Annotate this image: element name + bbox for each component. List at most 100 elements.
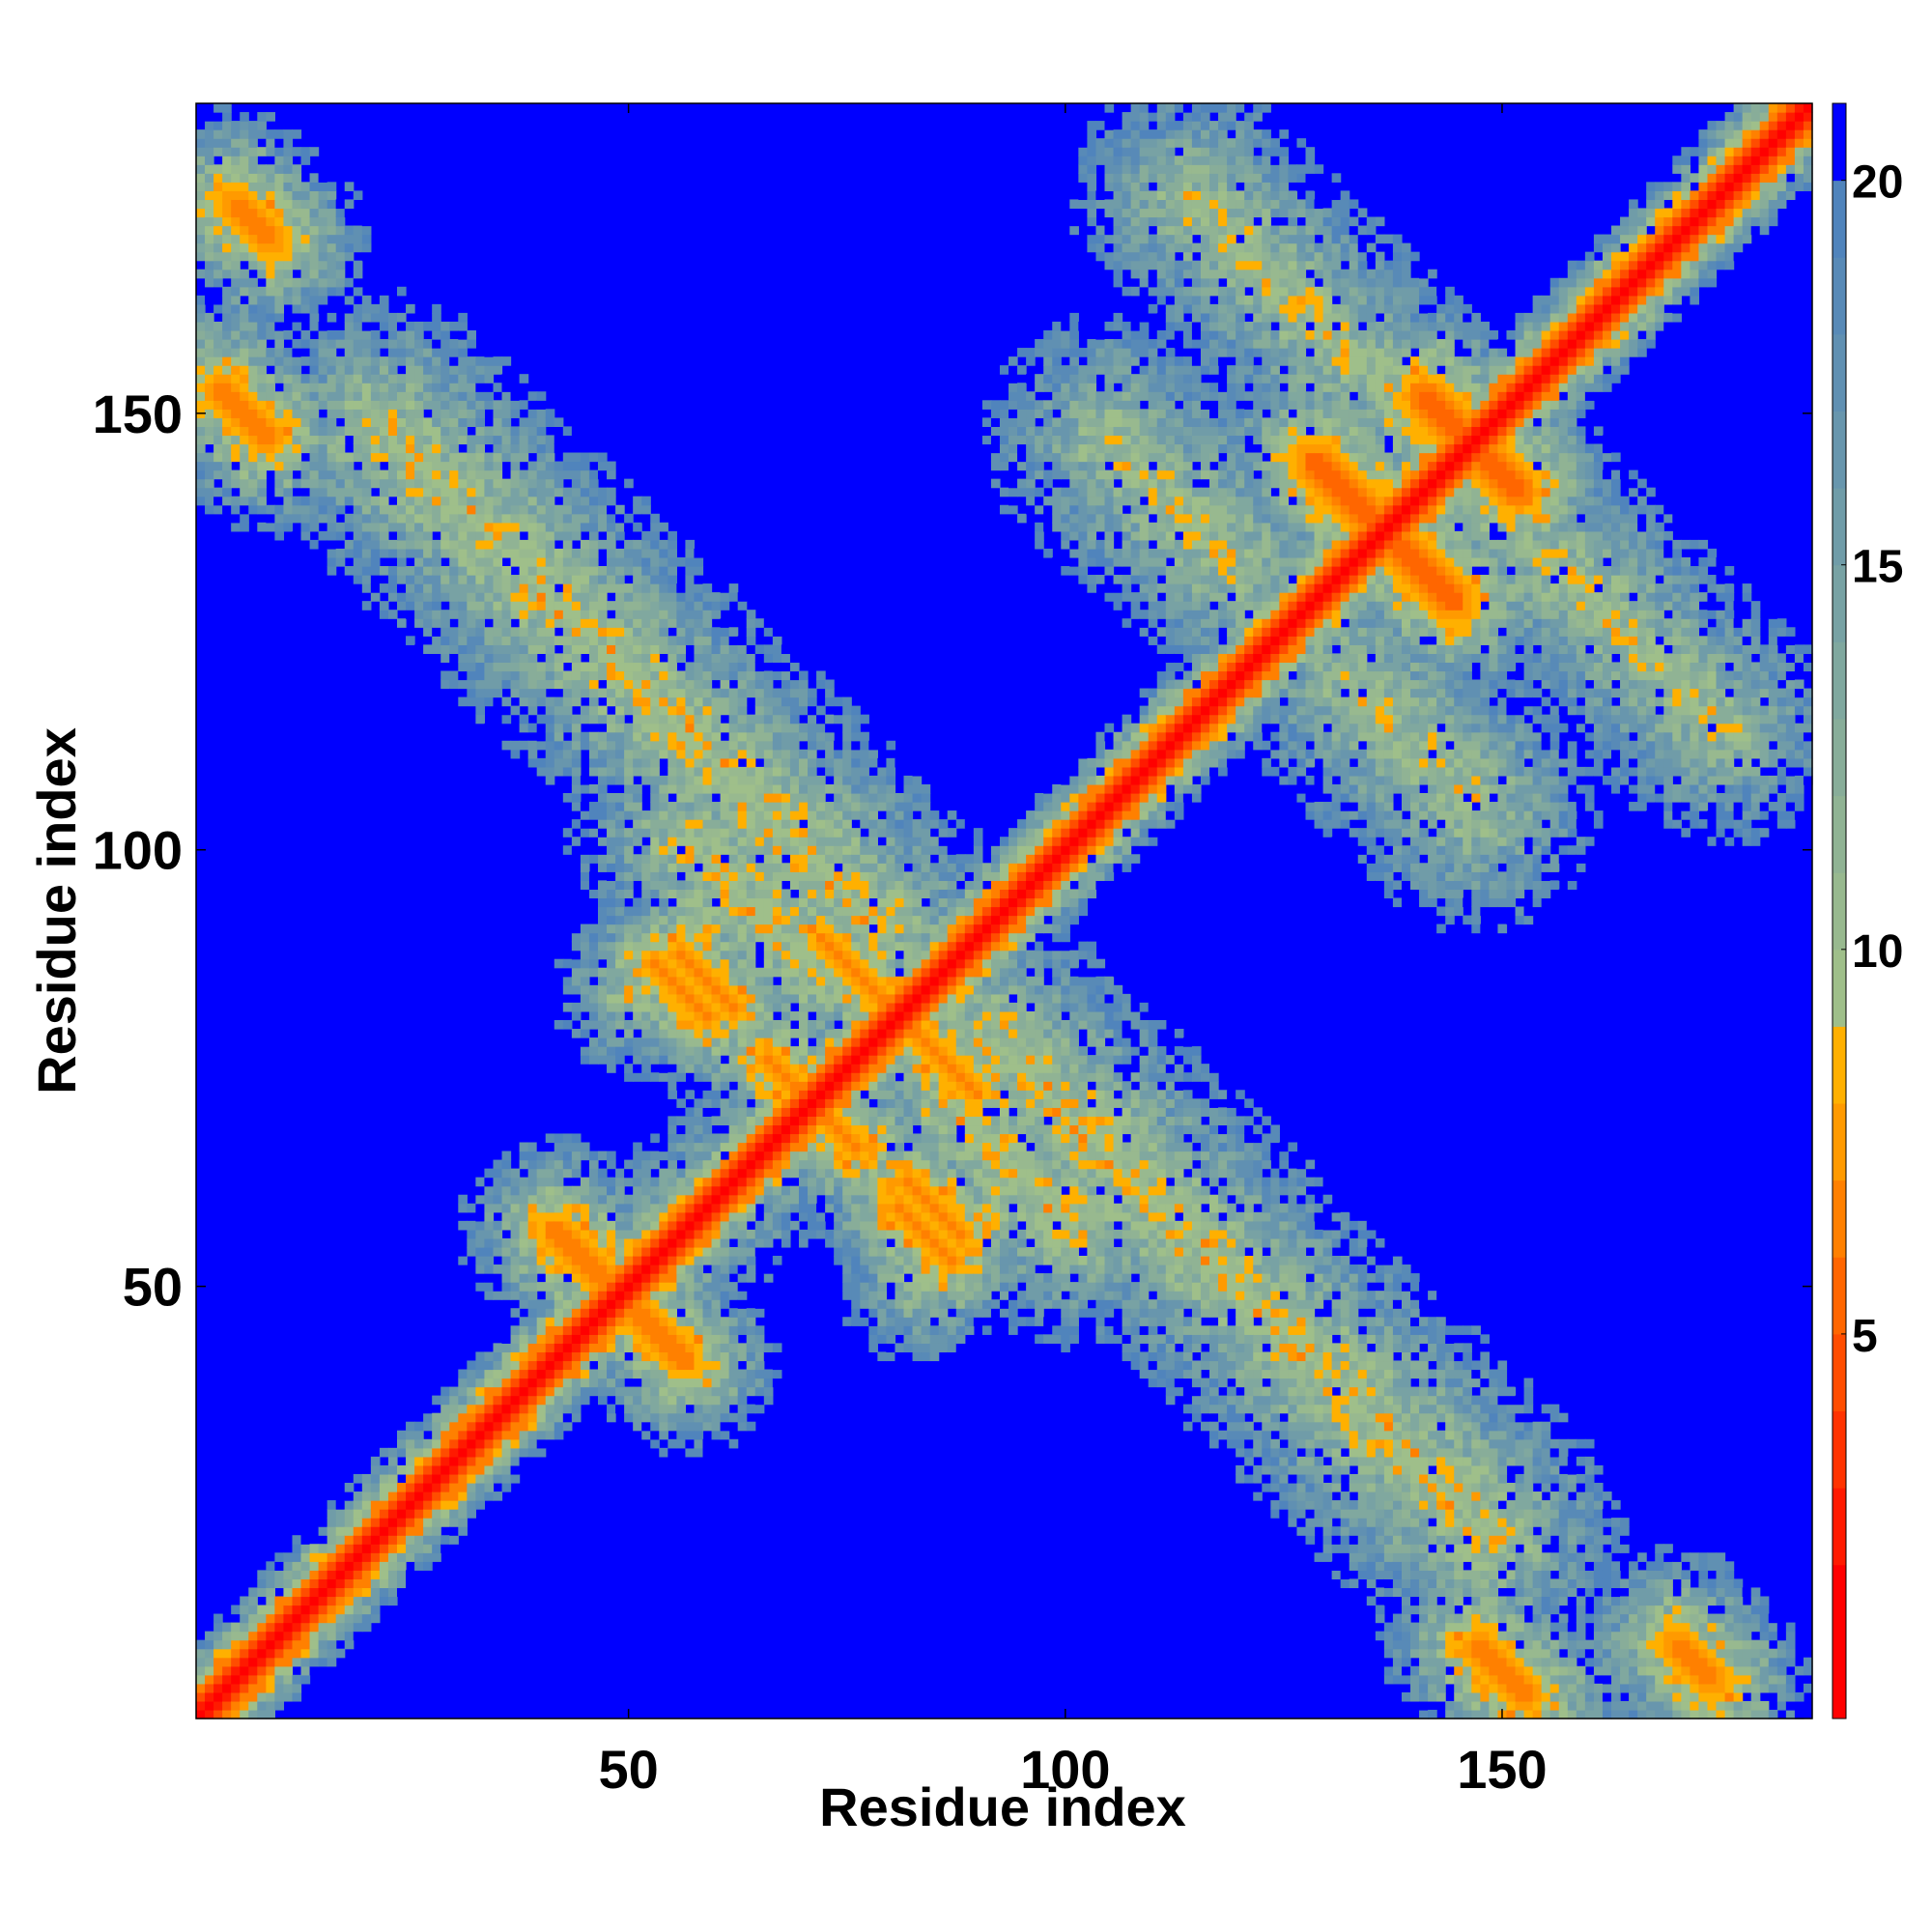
heatmap-cell [685,810,696,820]
heatmap-cell [728,644,739,654]
heatmap-cell [449,1482,459,1492]
heatmap-cell [781,1194,791,1205]
heatmap-cell [274,461,285,471]
heatmap-cell [327,426,337,437]
heatmap-cell [728,958,739,969]
heatmap-cell [205,156,214,165]
heatmap-cell [641,1203,651,1213]
heatmap-cell [248,173,258,183]
heatmap-cell [763,1194,774,1205]
heatmap-cell [580,828,590,838]
heatmap-cell [536,417,547,427]
heatmap-cell [510,504,521,515]
heatmap-cell [257,303,267,314]
heatmap-cell [571,941,582,952]
heatmap-cell [353,556,363,567]
heatmap-cell [475,583,486,593]
heatmap-cell [327,182,337,191]
heatmap-cell [449,522,459,532]
heatmap-cell [562,1246,573,1257]
heatmap-cell [754,1151,765,1161]
heatmap-cell [257,1605,267,1615]
heatmap-cell [423,496,433,506]
heatmap-cell [588,1194,599,1205]
heatmap-cell [344,295,355,305]
heatmap-cell [641,583,651,593]
heatmap-cell [205,286,214,297]
heatmap-cell [580,714,590,724]
heatmap-cell [440,1404,450,1414]
heatmap-cell [423,522,433,532]
heatmap-cell [694,1395,704,1406]
heatmap-cell [432,487,441,497]
heatmap-cell [728,1194,739,1205]
heatmap-cell [475,443,486,454]
heatmap-cell [554,610,564,619]
heatmap-cell [510,1395,521,1406]
heatmap-cell [763,1395,774,1406]
heatmap-cell [554,1264,564,1274]
heatmap-cell [754,688,765,698]
heatmap-cell [676,775,687,785]
heatmap-cell [624,1046,634,1056]
heatmap-cell [458,1220,468,1231]
heatmap-cell [527,409,538,418]
heatmap-cell [222,303,232,314]
heatmap-cell [248,208,258,218]
heatmap-cell [571,1360,582,1371]
heatmap-cell [292,251,302,262]
heatmap-cell [370,592,381,602]
heatmap-cell [702,1098,713,1108]
heatmap-cell [597,1291,608,1300]
heatmap-cell [781,1151,791,1161]
heatmap-cell [607,1002,616,1012]
heatmap-cell [668,1360,677,1371]
heatmap-cell [283,1596,294,1606]
heatmap-cell [641,1046,651,1056]
heatmap-cell [396,461,407,471]
heatmap-cell [694,1002,704,1012]
heatmap-cell [728,1343,739,1353]
heatmap-cell [789,828,800,838]
heatmap-cell [580,1317,590,1326]
heatmap-cell [510,1473,521,1484]
heatmap-cell [467,1369,476,1379]
heatmap-cell [449,348,459,357]
heatmap-cell [633,1255,642,1265]
heatmap-cell [711,1282,722,1292]
heatmap-cell [694,766,704,777]
heatmap-cell [484,348,495,357]
heatmap-cell [798,1090,809,1099]
heatmap-cell [432,1552,441,1562]
heatmap-cell [781,792,791,803]
heatmap-cell [318,400,328,410]
heatmap-cell [615,1395,625,1406]
heatmap-cell [458,575,468,584]
heatmap-cell [406,374,415,384]
heatmap-cell [536,610,547,619]
heatmap-cell [641,504,651,515]
heatmap-cell [536,1334,547,1344]
heatmap-cell [597,452,608,463]
heatmap-cell [396,556,407,567]
heatmap-cell [536,1264,547,1274]
heatmap-cell [659,539,668,550]
heatmap-cell [274,487,285,497]
heatmap-cell [387,592,398,602]
heatmap-cell [685,854,696,864]
heatmap-cell [668,679,677,690]
heatmap-cell [484,522,495,532]
heatmap-cell [283,269,294,279]
heatmap-cell [789,1220,800,1231]
heatmap-cell [432,575,441,584]
heatmap-cell [746,740,756,751]
heatmap-cell [484,1404,495,1414]
heatmap-cell [458,365,468,375]
heatmap-cell [633,941,642,952]
heatmap-cell [458,321,468,331]
heatmap-cell [588,1037,599,1047]
heatmap-cell [387,312,398,323]
heatmap-cell [580,1282,590,1292]
heatmap-cell [711,1177,722,1187]
heatmap-cell [283,374,294,384]
